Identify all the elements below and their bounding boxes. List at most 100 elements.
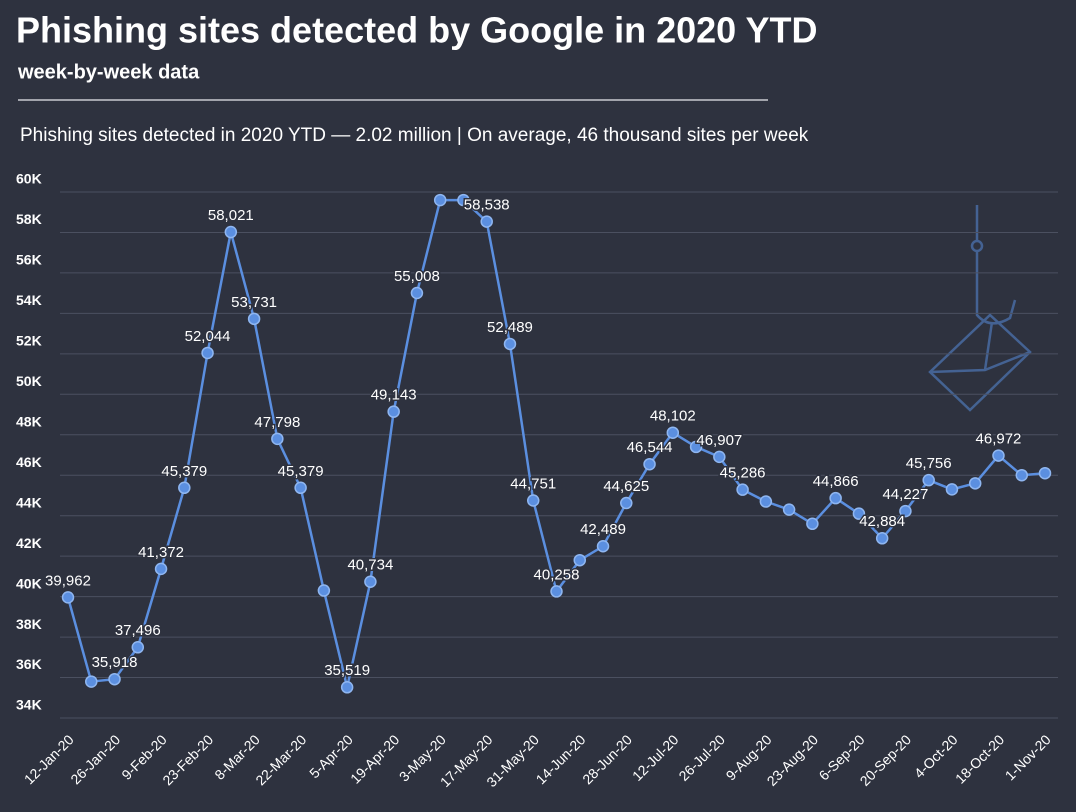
data-point <box>61 591 75 604</box>
data-point <box>364 575 377 589</box>
envelope-icon <box>928 205 1032 412</box>
x-tick-label: 19-Apr-20 <box>347 731 402 786</box>
y-tick-label: 48K <box>16 413 42 429</box>
x-tick-label: 12-Jan-20 <box>21 731 77 787</box>
x-tick-label: 1-Nov-20 <box>1002 731 1054 783</box>
data-point <box>387 405 400 418</box>
y-tick-label: 46K <box>16 454 42 470</box>
data-point <box>829 491 842 505</box>
data-label: 37,496 <box>115 622 161 639</box>
data-point <box>131 641 145 654</box>
chart-title: Phishing sites detected by Google in 202… <box>16 10 818 51</box>
data-point <box>178 481 191 495</box>
data-point <box>294 481 307 495</box>
data-point <box>154 562 168 576</box>
x-tick-label: 18-Oct-20 <box>952 731 1007 786</box>
data-point <box>992 449 1005 462</box>
data-point <box>899 504 912 518</box>
data-point <box>736 483 749 496</box>
data-label: 46,544 <box>627 439 673 456</box>
y-tick-label: 42K <box>16 535 42 551</box>
data-label: 53,731 <box>231 294 277 311</box>
data-label: 35,519 <box>324 662 370 679</box>
data-point <box>968 477 982 490</box>
data-point <box>457 193 470 207</box>
data-label: 39,962 <box>45 572 91 589</box>
data-point <box>201 346 214 360</box>
y-tick-label: 58K <box>16 211 42 227</box>
data-point <box>247 312 261 326</box>
data-label: 42,884 <box>859 513 905 530</box>
data-point <box>526 494 540 507</box>
data-point <box>1015 468 1028 482</box>
x-tick-label: 14-Jun-20 <box>533 731 589 787</box>
y-tick-label: 34K <box>16 697 42 713</box>
data-label: 55,008 <box>394 268 440 285</box>
data-label: 44,625 <box>603 478 649 495</box>
data-label: 52,044 <box>185 328 231 345</box>
data-point <box>759 495 773 508</box>
data-label: 42,489 <box>580 521 626 538</box>
y-tick-label: 40K <box>16 575 42 591</box>
data-label: 48,102 <box>650 408 696 425</box>
data-label: 41,372 <box>138 544 184 561</box>
data-label: 35,918 <box>92 654 138 671</box>
x-tick-label: 12-Jul-20 <box>629 731 682 784</box>
data-label: 46,972 <box>976 431 1022 448</box>
x-tick-label: 23-Feb-20 <box>159 731 216 788</box>
data-label: 44,227 <box>882 486 928 503</box>
data-point <box>85 675 98 688</box>
data-point <box>433 193 447 207</box>
y-tick-label: 60K <box>16 171 42 187</box>
data-label: 45,379 <box>161 463 207 480</box>
data-label: 58,538 <box>464 197 510 214</box>
data-label: 40,258 <box>534 566 580 583</box>
data-point <box>782 503 796 516</box>
data-point <box>340 681 354 694</box>
data-point <box>689 440 703 454</box>
data-label: 46,907 <box>696 432 742 449</box>
x-tick-label: 20-Sep-20 <box>857 731 915 789</box>
x-tick-label: 28-Jun-20 <box>579 731 635 787</box>
data-label: 40,734 <box>347 557 393 574</box>
data-point <box>596 540 610 553</box>
data-label: 45,379 <box>278 463 324 480</box>
data-point <box>573 553 587 567</box>
data-label: 44,866 <box>813 473 859 490</box>
data-point <box>503 337 517 351</box>
annotation: Phishing sites detected in 2020 YTD — 2.… <box>20 125 809 146</box>
data-point <box>945 483 959 496</box>
x-tick-label: 26-Jan-20 <box>67 731 123 787</box>
data-label: 45,286 <box>720 465 766 482</box>
data-point <box>643 457 656 471</box>
y-tick-label: 54K <box>16 292 42 308</box>
data-label: 58,021 <box>208 207 254 224</box>
y-tick-label: 38K <box>16 616 42 632</box>
data-point <box>620 496 633 510</box>
x-tick-label: 22-Mar-20 <box>252 731 309 788</box>
data-label: 47,798 <box>254 414 300 431</box>
y-tick-label: 50K <box>16 373 42 389</box>
data-point <box>1038 466 1052 480</box>
data-point <box>108 672 121 686</box>
y-tick-label: 44K <box>16 494 42 510</box>
y-tick-label: 36K <box>16 656 42 672</box>
data-point <box>713 450 726 464</box>
data-point <box>224 225 238 239</box>
data-point <box>806 517 819 531</box>
data-point <box>271 432 284 446</box>
y-tick-label: 56K <box>16 252 42 268</box>
data-point <box>852 507 866 520</box>
data-point <box>480 215 493 228</box>
y-tick-label: 52K <box>16 333 42 349</box>
data-label: 52,489 <box>487 319 533 336</box>
data-label: 45,756 <box>906 455 952 472</box>
data-label: 49,143 <box>371 387 417 404</box>
data-point <box>666 426 680 439</box>
x-tick-label: 26-Jul-20 <box>675 731 728 784</box>
data-label: 44,751 <box>510 475 556 492</box>
x-tick-label: 23-Aug-20 <box>764 731 822 789</box>
data-point <box>317 584 331 597</box>
